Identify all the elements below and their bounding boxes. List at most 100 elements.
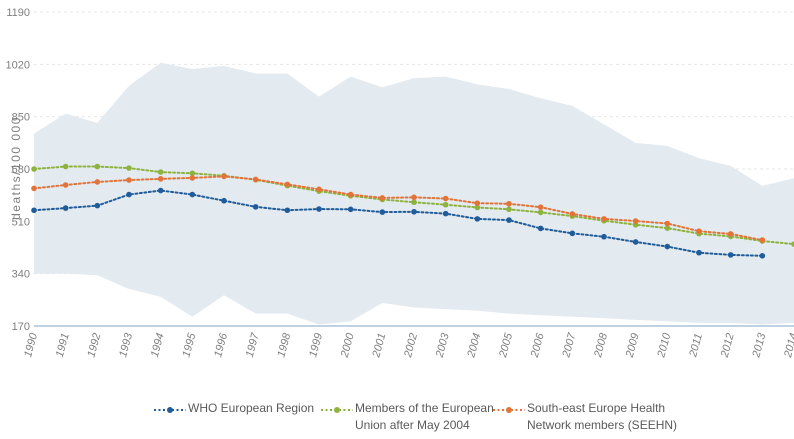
x-tick-label: 2009 [624, 332, 642, 360]
data-point[interactable] [189, 170, 196, 177]
x-tick-label: 2008 [592, 331, 610, 360]
series-0 [31, 187, 766, 259]
x-tick-label: 2004 [465, 332, 483, 360]
data-point[interactable] [442, 201, 449, 208]
x-tick-label: 2012 [719, 332, 737, 360]
data-point[interactable] [157, 176, 164, 182]
series-group [31, 163, 794, 259]
data-point[interactable] [126, 177, 132, 183]
y-tick-label: 850 [12, 112, 30, 124]
data-point[interactable] [537, 225, 544, 232]
x-tick-label: 2007 [560, 331, 578, 360]
data-point[interactable] [506, 200, 512, 207]
data-point[interactable] [221, 173, 227, 180]
data-point[interactable] [221, 197, 227, 204]
data-point[interactable] [379, 195, 386, 201]
x-tick-label: 2006 [529, 331, 547, 360]
data-point[interactable] [664, 243, 671, 250]
data-point[interactable] [696, 228, 702, 234]
data-point[interactable] [316, 206, 322, 212]
data-point[interactable] [506, 217, 512, 223]
x-tick-label: 1996 [212, 331, 230, 359]
data-point[interactable] [727, 231, 734, 237]
legend-label-who: WHO European Region [188, 401, 315, 415]
data-point[interactable] [411, 208, 417, 215]
data-point[interactable] [31, 185, 37, 192]
data-point[interactable] [569, 230, 576, 237]
x-tick-label: 1993 [117, 331, 135, 359]
data-point[interactable] [316, 186, 322, 193]
legend-marker-seehn [493, 407, 525, 413]
x-tick-label: 2005 [497, 331, 515, 360]
data-point[interactable] [157, 187, 164, 194]
data-point[interactable] [664, 220, 671, 227]
data-point[interactable] [537, 204, 544, 210]
x-tick-label: 2014 [782, 332, 794, 360]
data-point[interactable] [252, 204, 259, 210]
data-point[interactable] [474, 204, 481, 211]
legend-label-eu: Members of the European Union after May … [355, 401, 494, 432]
data-point[interactable] [347, 206, 354, 213]
data-point[interactable] [94, 163, 101, 170]
data-point[interactable] [284, 181, 291, 188]
data-point[interactable] [126, 191, 132, 198]
data-point[interactable] [252, 176, 259, 183]
legend-item-eu[interactable]: Members of the European Union after May … [319, 400, 494, 434]
data-point[interactable] [284, 207, 291, 214]
y-tick-label: 510 [12, 216, 30, 228]
data-point[interactable] [601, 233, 607, 240]
y-tick-label: 1190 [6, 7, 30, 19]
data-point[interactable] [506, 206, 512, 213]
x-tick-label: 1991 [54, 332, 72, 359]
data-point[interactable] [62, 163, 69, 170]
data-point[interactable] [601, 216, 607, 222]
data-point[interactable] [189, 191, 196, 198]
data-point[interactable] [759, 237, 766, 243]
legend-label-seehn: South-east Europe Health Network members… [527, 401, 678, 432]
data-point[interactable] [474, 200, 481, 206]
y-axis-ticks: 1190 1020 850 680 510 340 170 [6, 7, 30, 333]
data-point[interactable] [632, 239, 639, 245]
data-point[interactable] [632, 218, 639, 224]
data-point[interactable] [664, 225, 671, 231]
data-point[interactable] [727, 252, 734, 258]
x-tick-label: 1992 [85, 332, 103, 359]
data-point[interactable] [94, 202, 101, 209]
data-point[interactable] [791, 241, 794, 247]
x-tick-label: 2011 [687, 332, 705, 359]
data-point[interactable] [62, 205, 69, 211]
data-point[interactable] [411, 194, 417, 201]
x-tick-label: 2001 [370, 332, 388, 360]
data-point[interactable] [31, 207, 37, 214]
data-point[interactable] [696, 249, 702, 256]
legend-marker-eu [321, 407, 353, 413]
data-point[interactable] [62, 182, 69, 188]
x-tick-label: 1997 [244, 331, 262, 359]
x-tick-label: 2003 [434, 331, 452, 360]
data-point[interactable] [157, 169, 164, 175]
data-point[interactable] [537, 209, 544, 216]
data-point[interactable] [411, 199, 417, 206]
x-tick-label: 2010 [655, 331, 673, 360]
y-axis-label: deaths/100 000 [9, 116, 23, 220]
y-tick-label: 340 [12, 269, 30, 281]
legend-item-seehn[interactable]: South-east Europe Health Network members… [491, 400, 677, 434]
x-tick-label: 2013 [750, 331, 768, 360]
data-point[interactable] [31, 166, 37, 172]
y-tick-label: 680 [12, 164, 30, 176]
data-point[interactable] [474, 216, 481, 222]
data-point[interactable] [442, 210, 449, 217]
data-point[interactable] [442, 195, 449, 202]
data-point[interactable] [94, 179, 101, 185]
x-axis-ticks: 1990 1991 1992 1993 1994 1995 1996 1997 1998 1999… [22, 331, 794, 360]
data-point[interactable] [126, 165, 132, 171]
data-point[interactable] [569, 211, 576, 217]
x-tick-label: 1994 [149, 332, 167, 359]
data-point[interactable] [189, 175, 196, 181]
data-point[interactable] [379, 209, 386, 215]
legend-item-who[interactable]: WHO European Region [152, 400, 314, 418]
x-tick-label: 1995 [180, 331, 198, 359]
data-point[interactable] [347, 191, 354, 198]
data-point[interactable] [759, 253, 766, 259]
